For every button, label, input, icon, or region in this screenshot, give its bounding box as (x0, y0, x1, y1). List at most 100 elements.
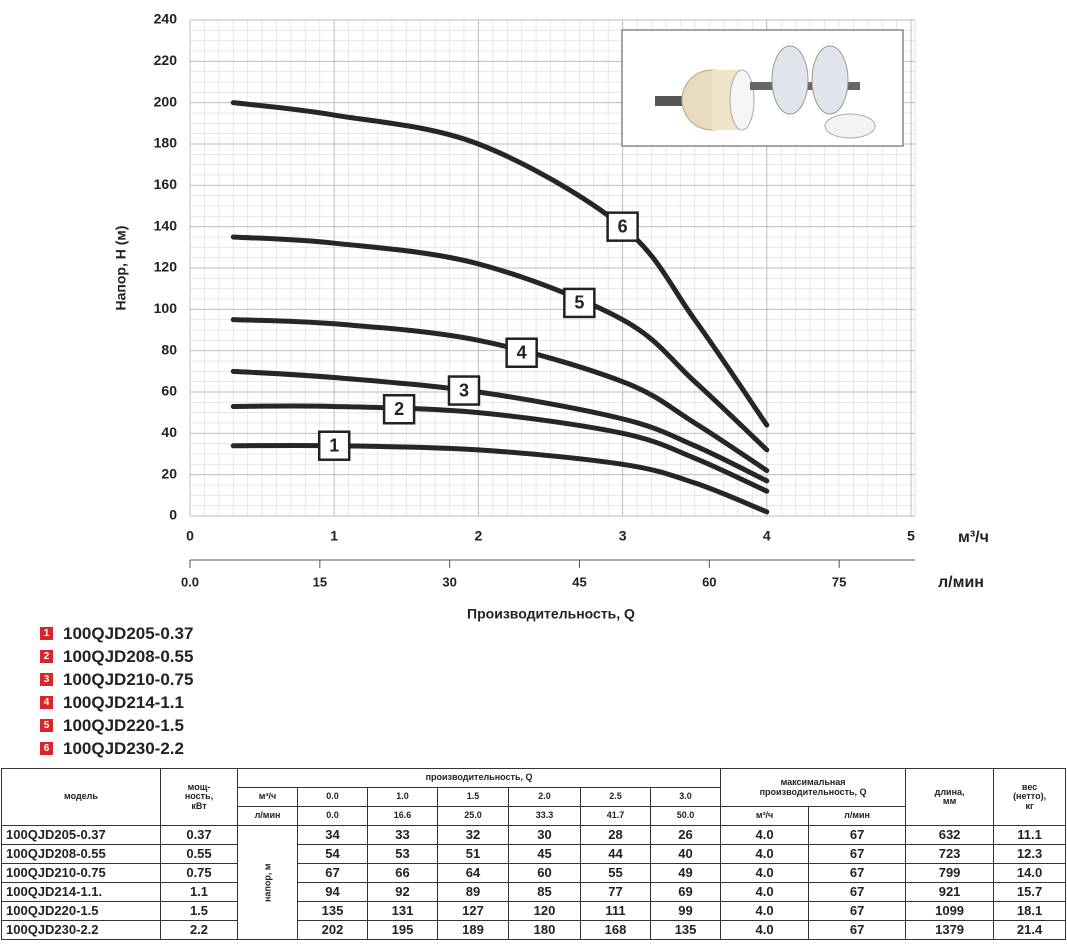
cell: 100QJD210-0.75 (1, 863, 161, 883)
x-tick-label: 3 (619, 528, 627, 544)
cell: 4.0 (720, 825, 810, 845)
cell: 60 (508, 863, 581, 883)
cell: 127 (437, 901, 509, 921)
legend-label: 100QJD205-0.37 (63, 623, 194, 643)
y-tick-label: 200 (154, 93, 178, 109)
x2-tick-label: 15 (313, 574, 327, 589)
curve-label-box (447, 375, 481, 406)
curve-label: 3 (459, 380, 469, 400)
cell: 67 (808, 844, 907, 864)
cell: 1099 (905, 901, 995, 921)
cell: 99 (649, 901, 722, 921)
y-axis-title: Напор, H (м) (113, 226, 129, 311)
curve-label-box (505, 337, 538, 368)
y-tick-label: 120 (154, 259, 178, 275)
legend-item: 6 100QJD230-2.2 (40, 737, 193, 760)
y-tick-label: 220 (154, 52, 178, 68)
cell: 54 (297, 844, 368, 864)
legend-marker: 1 (40, 627, 53, 640)
cell: 53 (367, 844, 438, 864)
x2-unit: л/мин (938, 574, 984, 591)
curve-label-box (606, 211, 639, 242)
cell: 4.0 (720, 863, 810, 883)
legend-label: 100QJD214-1.1 (63, 692, 184, 712)
curve-label-box (563, 287, 596, 319)
curve-label: 6 (618, 216, 628, 236)
cell: 40 (649, 844, 722, 864)
cell: 202 (297, 920, 368, 940)
legend-label: 100QJD208-0.55 (63, 646, 194, 666)
header-cell: 3.0 (649, 787, 722, 807)
curve (230, 100, 770, 428)
cell: 67 (808, 825, 907, 845)
x2-tick-label: 0.0 (181, 574, 199, 589)
cell: 11.1 (993, 825, 1067, 845)
curve (230, 368, 770, 484)
header-cell: 1.5 (437, 787, 509, 807)
cell: 100QJD230-2.2 (1, 920, 161, 940)
cell: 94 (297, 882, 368, 902)
cell: 4.0 (720, 920, 810, 940)
cell: 100QJD205-0.37 (1, 825, 161, 845)
cell: 4.0 (720, 901, 810, 921)
curve-label-box (382, 394, 416, 425)
curve-label-box (317, 430, 351, 461)
legend-item: 2 100QJD208-0.55 (40, 645, 193, 668)
legend: 1 100QJD205-0.37 2 100QJD208-0.55 3 100QJD210… (40, 622, 193, 760)
cell: 64 (437, 863, 509, 883)
curve-label: 4 (517, 342, 527, 362)
header-cell: 50.0 (649, 806, 722, 826)
header-cell: длина, мм (905, 768, 995, 826)
x-tick-label: 1 (330, 528, 338, 544)
header-cell: 2.0 (508, 787, 581, 807)
header-cell: вес (нетто), кг (993, 768, 1067, 826)
cell: 14.0 (993, 863, 1067, 883)
header-cell: производительность, Q (236, 768, 722, 788)
cell: 195 (367, 920, 438, 940)
header-cell: л/мин (237, 806, 298, 826)
cell: 49 (649, 863, 722, 883)
curve (230, 403, 770, 494)
legend-item: 1 100QJD205-0.37 (40, 622, 193, 645)
header-cell: мощ- ность, кВт (160, 768, 238, 826)
cell: 26 (649, 825, 722, 845)
header-cell: 1.0 (367, 787, 438, 807)
cell: 51 (437, 844, 509, 864)
x-tick-label: 0 (186, 528, 194, 544)
cell: 180 (508, 920, 581, 940)
curve-label: 5 (574, 293, 584, 313)
cell: 0.55 (160, 844, 238, 864)
cell: 67 (808, 920, 907, 940)
y-tick-label: 180 (154, 135, 178, 151)
x2-tick-label: 75 (832, 574, 846, 589)
cell: 632 (905, 825, 995, 845)
cell: 30 (508, 825, 581, 845)
cell: 66 (367, 863, 438, 883)
cell: 0.37 (160, 825, 238, 845)
legend-label: 100QJD210-0.75 (63, 669, 194, 689)
cell: 85 (508, 882, 581, 902)
cell: 1.5 (160, 901, 238, 921)
cell: напор, м (237, 825, 298, 940)
cell: 1.1 (160, 882, 238, 902)
cell: 111 (580, 901, 651, 921)
legend-label: 100QJD220-1.5 (63, 715, 184, 735)
cell: 12.3 (993, 844, 1067, 864)
y-tick-label: 0 (169, 507, 177, 523)
x-tick-label: 2 (475, 528, 483, 544)
header-cell: 33.3 (508, 806, 581, 826)
legend-item: 4 100QJD214-1.1 (40, 691, 193, 714)
legend-marker: 6 (40, 742, 53, 755)
y-tick-label: 160 (154, 176, 178, 192)
legend-marker: 5 (40, 719, 53, 732)
cell: 100QJD214-1.1. (1, 882, 161, 902)
cell: 92 (367, 882, 438, 902)
y-tick-label: 80 (161, 341, 177, 357)
header-cell: м³/ч (237, 787, 298, 807)
cell: 799 (905, 863, 995, 883)
y-tick-label: 60 (161, 383, 177, 399)
header-cell: максимальная производительность, Q (720, 768, 907, 807)
cell: 69 (649, 882, 722, 902)
cell: 2.2 (160, 920, 238, 940)
